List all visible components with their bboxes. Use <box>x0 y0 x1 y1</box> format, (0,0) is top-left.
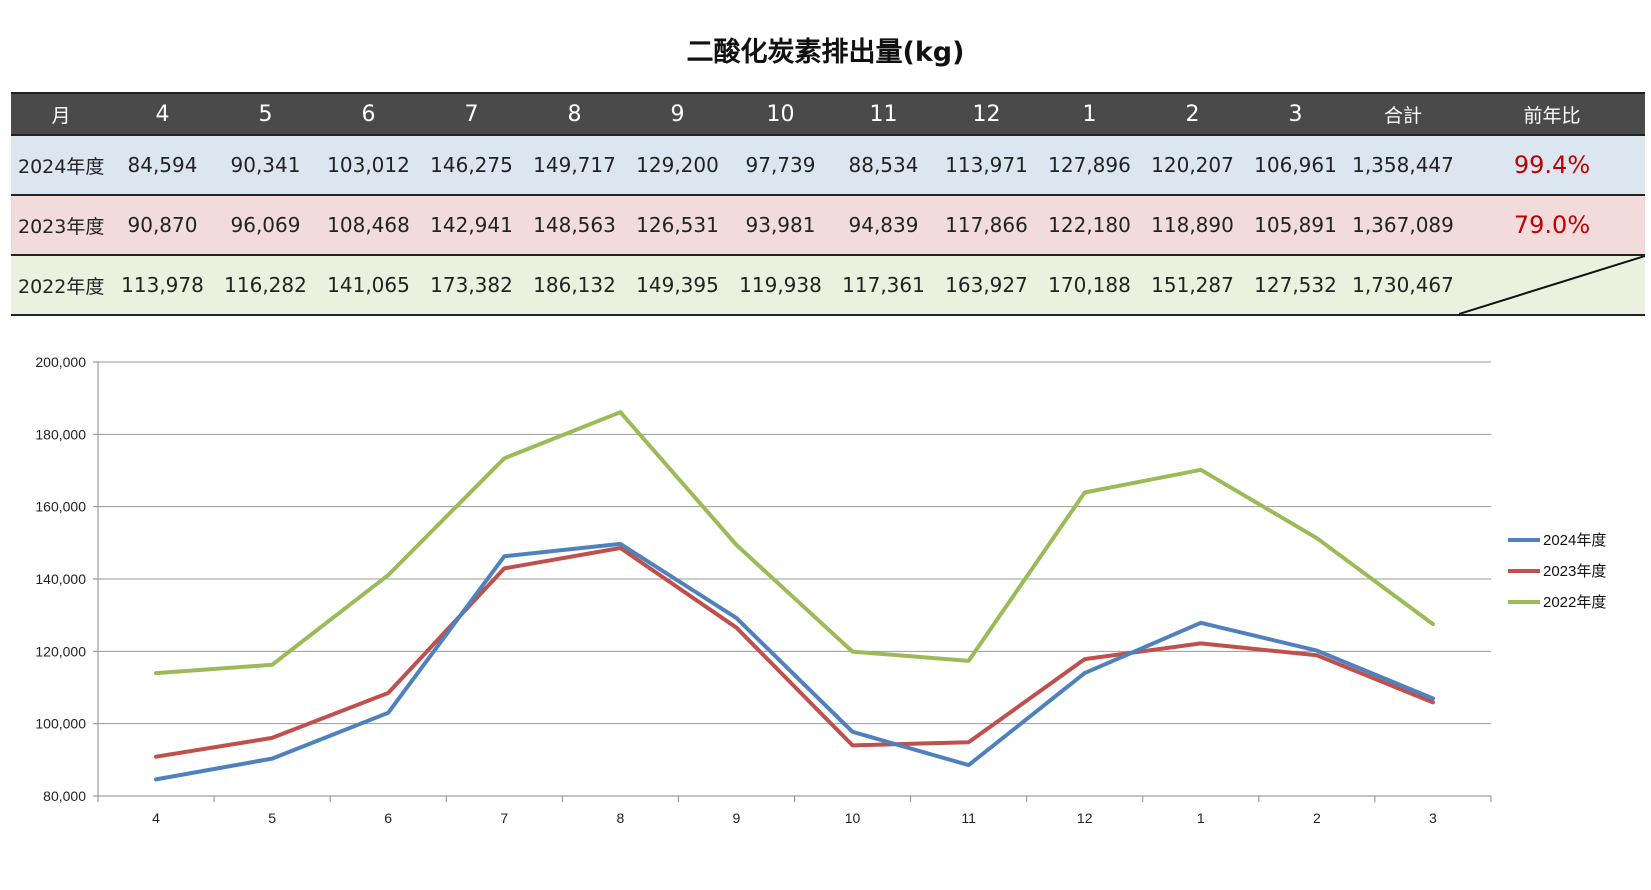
table-cell: 163,927 <box>935 255 1038 316</box>
header-cell: 7 <box>420 92 523 136</box>
ratio-cell: 99.4% <box>1459 135 1645 196</box>
x-tick-label: 3 <box>1429 810 1437 826</box>
table-cell: 118,890 <box>1141 195 1244 256</box>
table-cell: 84,594 <box>111 135 214 196</box>
table-cell: 90,870 <box>111 195 214 256</box>
header-cell: 12 <box>935 92 1038 136</box>
table-cell: 141,065 <box>317 255 420 316</box>
row-label: 2024年度 <box>11 135 111 196</box>
x-tick-label: 8 <box>616 810 624 826</box>
legend-label: 2024年度 <box>1543 532 1606 549</box>
header-cell: 1 <box>1038 92 1141 136</box>
header-cell: 11 <box>832 92 935 136</box>
table-cell: 97,739 <box>729 135 832 196</box>
header-cell: 8 <box>523 92 626 136</box>
table-cell: 103,012 <box>317 135 420 196</box>
table-cell: 173,382 <box>420 255 523 316</box>
table-cell: 96,069 <box>214 195 317 256</box>
x-tick-label: 6 <box>384 810 392 826</box>
table-cell: 113,978 <box>111 255 214 316</box>
header-cell: 10 <box>729 92 832 136</box>
y-tick-label: 80,000 <box>43 788 86 804</box>
table-cell: 148,563 <box>523 195 626 256</box>
table-cell: 117,361 <box>832 255 935 316</box>
line-chart: 80,000 100,000 120,000 140,000 160,000 180,00… <box>35 354 1606 826</box>
table-cell: 186,132 <box>523 255 626 316</box>
y-tick-label: 180,000 <box>35 426 86 442</box>
x-tick-label: 5 <box>268 810 276 826</box>
header-cell: 9 <box>626 92 729 136</box>
table-cell: 88,534 <box>832 135 935 196</box>
x-tick-label: 7 <box>500 810 508 826</box>
header-cell: 月 <box>11 92 111 136</box>
table-header-row: 月 4 5 6 7 8 9 10 11 12 1 2 3 合計 前年比 <box>11 92 1645 136</box>
total-cell: 1,367,089 <box>1347 195 1459 256</box>
table-row: 2023年度 90,870 96,069 108,468 142,941 148… <box>11 195 1645 256</box>
row-label: 2022年度 <box>11 255 111 316</box>
header-cell: 合計 <box>1347 92 1459 136</box>
y-tick-label: 120,000 <box>35 643 86 659</box>
table-cell: 94,839 <box>832 195 935 256</box>
total-cell: 1,730,467 <box>1347 255 1459 316</box>
table-cell: 122,180 <box>1038 195 1141 256</box>
table-cell: 108,468 <box>317 195 420 256</box>
emissions-table: 月 4 5 6 7 8 9 10 11 12 1 2 3 合計 前年比 2024… <box>11 92 1645 316</box>
x-tick-label: 12 <box>1077 810 1093 826</box>
x-tick-label: 1 <box>1197 810 1205 826</box>
row-label: 2023年度 <box>11 195 111 256</box>
y-tick-label: 140,000 <box>35 571 86 587</box>
table-row: 2024年度 84,594 90,341 103,012 146,275 149… <box>11 135 1645 196</box>
table-cell: 113,971 <box>935 135 1038 196</box>
table-row: 2022年度 113,978 116,282 141,065 173,382 1… <box>11 255 1645 316</box>
legend-label: 2023年度 <box>1543 563 1606 580</box>
x-tick-label: 2 <box>1313 810 1321 826</box>
table-cell: 146,275 <box>420 135 523 196</box>
x-tick-label: 4 <box>152 810 160 826</box>
table-cell: 93,981 <box>729 195 832 256</box>
diagonal-slash <box>1459 256 1645 314</box>
table-cell: 116,282 <box>214 255 317 316</box>
table-cell: 119,938 <box>729 255 832 316</box>
table-cell: 120,207 <box>1141 135 1244 196</box>
y-tick-label: 160,000 <box>35 499 86 515</box>
empty-ratio-cell <box>1459 255 1645 316</box>
header-cell: 6 <box>317 92 420 136</box>
y-tick-label: 100,000 <box>35 716 86 732</box>
header-cell: 前年比 <box>1459 92 1645 136</box>
table-cell: 90,341 <box>214 135 317 196</box>
table-cell: 105,891 <box>1244 195 1347 256</box>
table-cell: 142,941 <box>420 195 523 256</box>
table-cell: 126,531 <box>626 195 729 256</box>
series-line <box>154 541 1435 782</box>
table-cell: 117,866 <box>935 195 1038 256</box>
table-cell: 127,896 <box>1038 135 1141 196</box>
table-cell: 129,200 <box>626 135 729 196</box>
table-cell: 149,395 <box>626 255 729 316</box>
legend-label: 2022年度 <box>1543 594 1606 611</box>
table-cell: 106,961 <box>1244 135 1347 196</box>
x-tick-label: 11 <box>961 810 976 826</box>
header-cell: 3 <box>1244 92 1347 136</box>
series-line <box>154 410 1435 676</box>
table-cell: 170,188 <box>1038 255 1141 316</box>
x-tick-label: 9 <box>733 810 741 826</box>
header-cell: 4 <box>111 92 214 136</box>
y-tick-label: 200,000 <box>35 354 86 370</box>
series-line <box>154 546 1435 759</box>
header-cell: 5 <box>214 92 317 136</box>
page-title: 二酸化炭素排出量(kg) <box>686 37 965 68</box>
header-cell: 2 <box>1141 92 1244 136</box>
x-tick-label: 10 <box>845 810 861 826</box>
ratio-cell: 79.0% <box>1459 195 1645 256</box>
total-cell: 1,358,447 <box>1347 135 1459 196</box>
table-cell: 127,532 <box>1244 255 1347 316</box>
table-cell: 151,287 <box>1141 255 1244 316</box>
table-cell: 149,717 <box>523 135 626 196</box>
